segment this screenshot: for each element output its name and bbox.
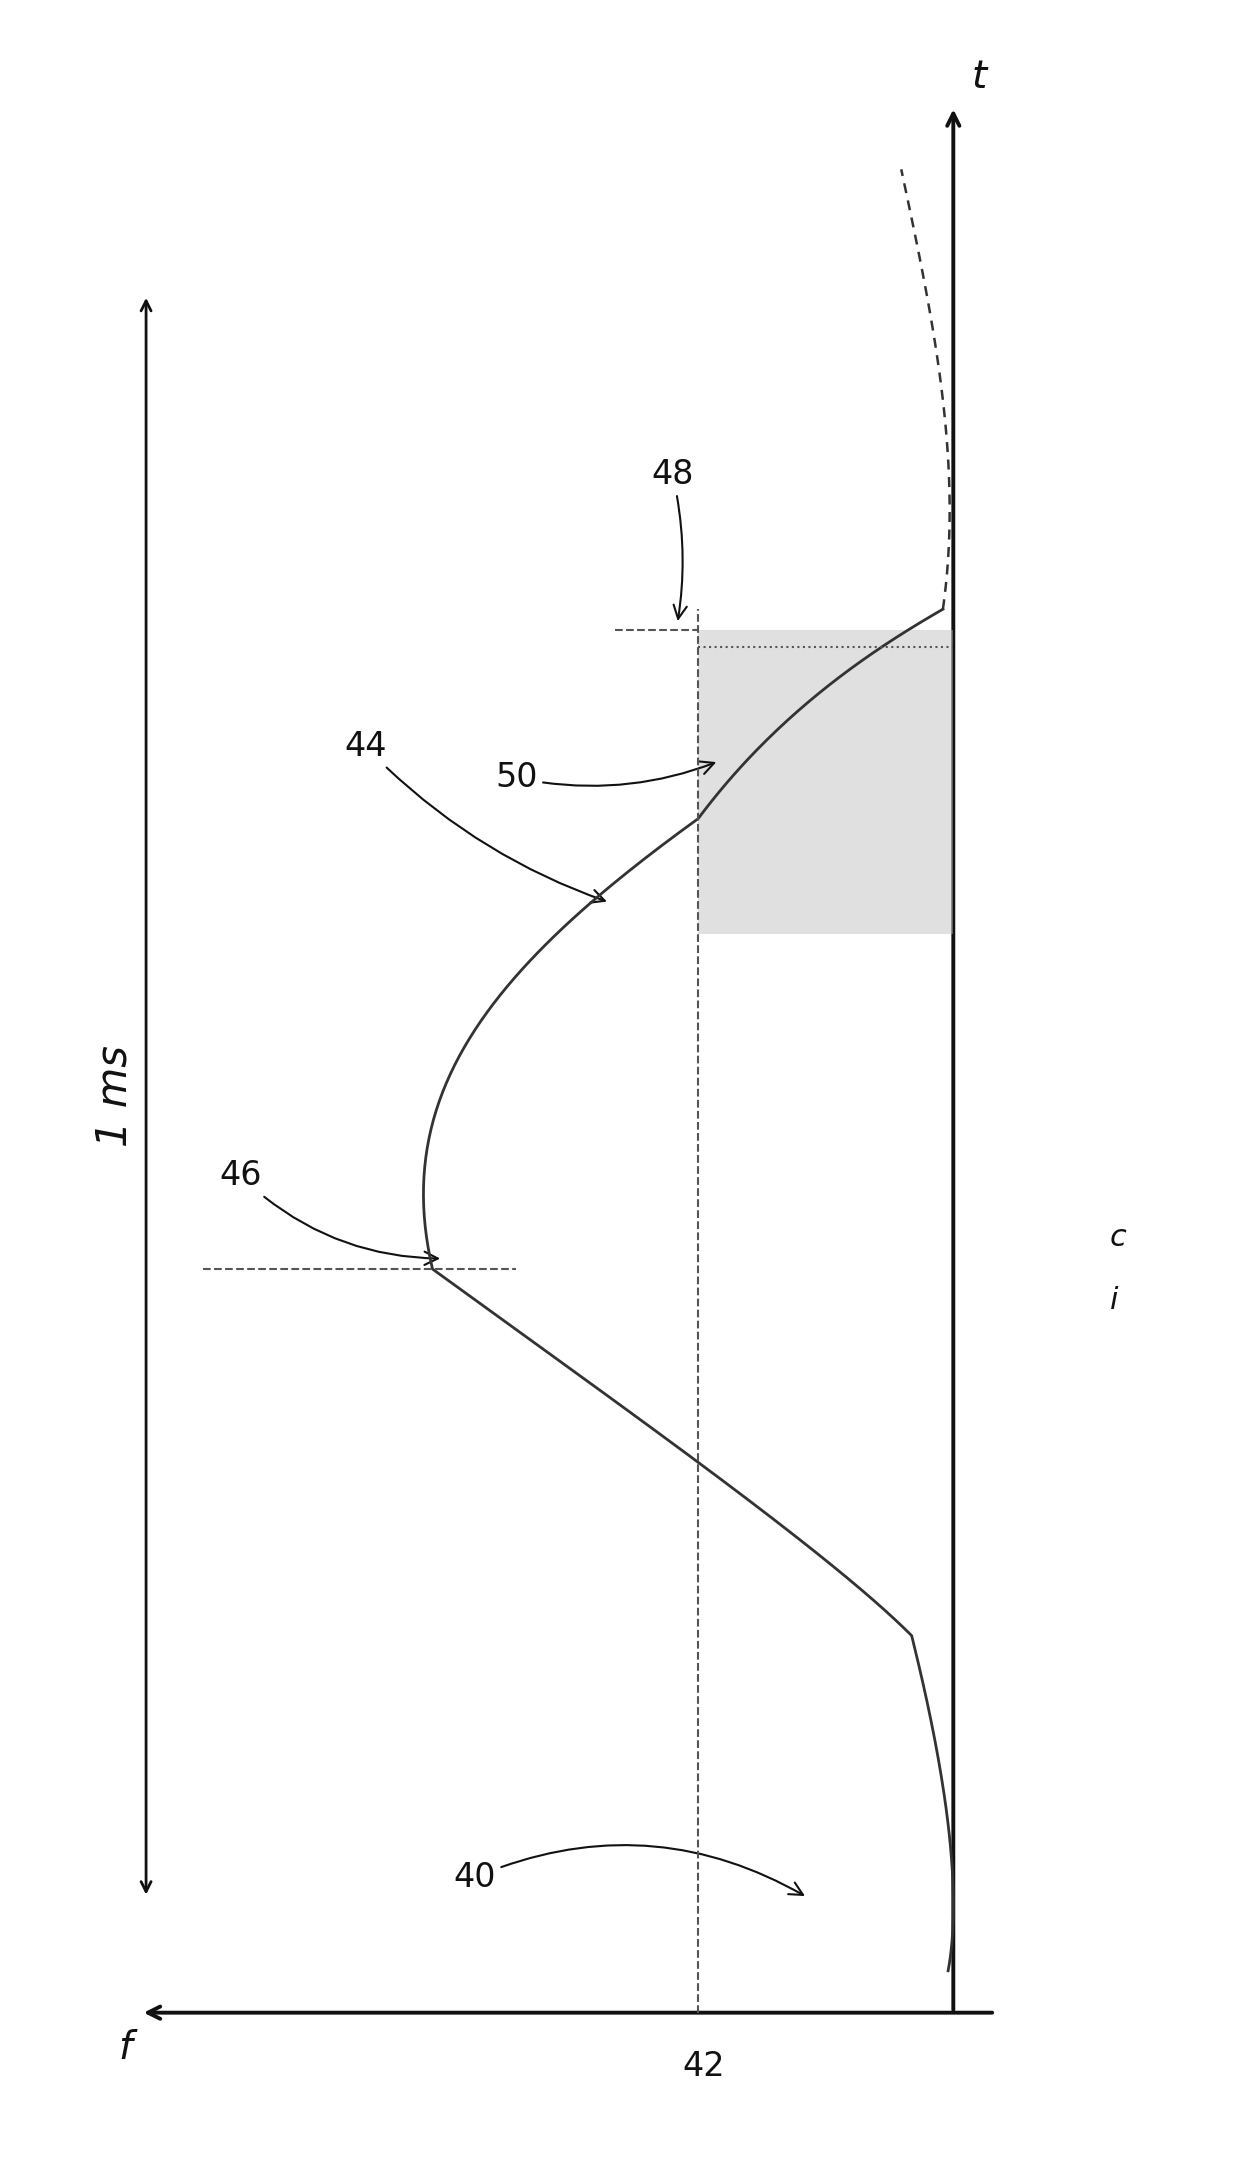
Text: 46: 46 [219, 1159, 438, 1266]
Text: t: t [972, 59, 987, 96]
Text: 48: 48 [651, 458, 693, 620]
Text: 50: 50 [495, 762, 714, 794]
Bar [698, 631, 954, 934]
Text: f: f [119, 2029, 131, 2066]
Text: 40: 40 [454, 1846, 804, 1894]
Text: i: i [1110, 1285, 1118, 1316]
Text: c: c [1110, 1224, 1126, 1252]
Text: 44: 44 [343, 729, 605, 903]
Text: 42: 42 [682, 2051, 724, 2084]
Text: 1 ms: 1 ms [94, 1045, 136, 1148]
